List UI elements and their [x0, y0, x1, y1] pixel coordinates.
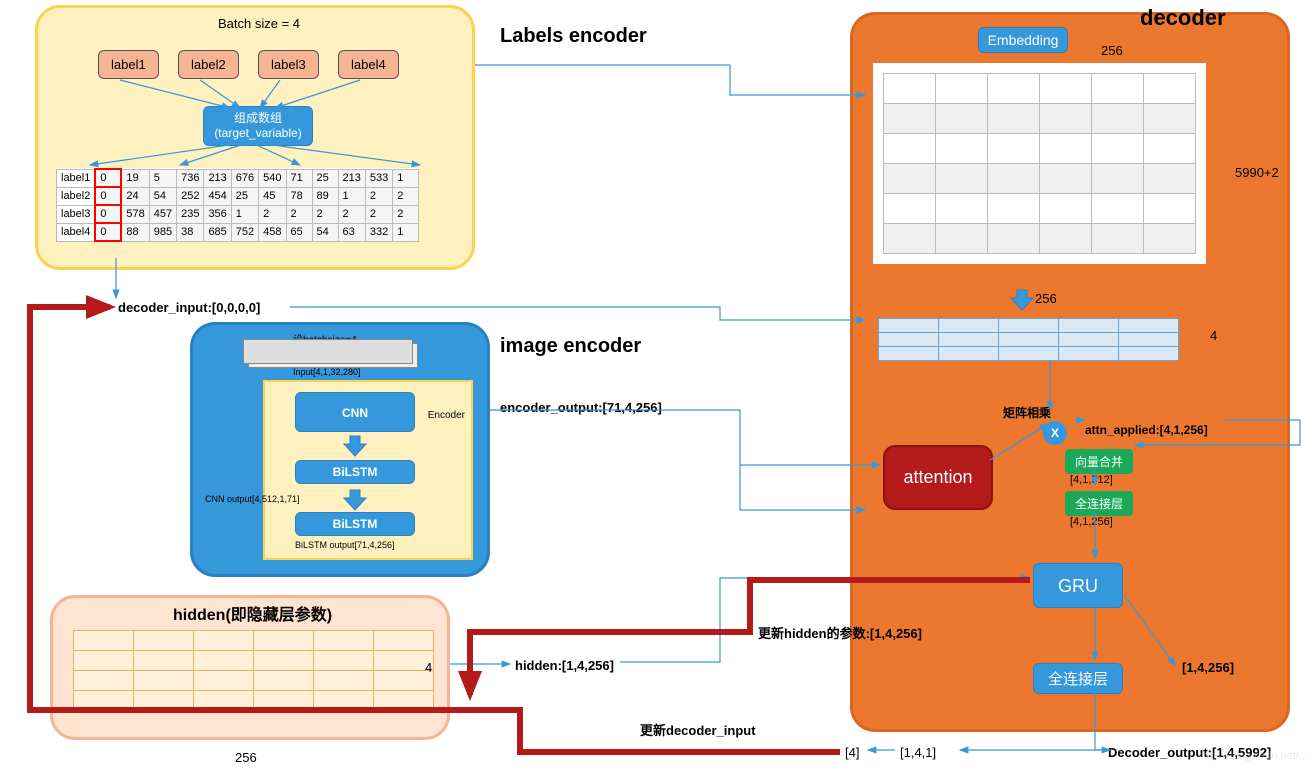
update-decoder-input: 更新decoder_input [640, 720, 756, 739]
cnn-box: CNN [295, 392, 415, 432]
batch-size-text: Batch size = 4 [218, 16, 300, 31]
hidden-shape: hidden:[1,4,256] [515, 658, 614, 673]
embed-output-grid [878, 318, 1179, 361]
fc1-box: 全连接层 [1065, 491, 1133, 516]
hidden-dim-w: 256 [235, 750, 257, 765]
image-encoder-title: image encoder [500, 335, 641, 358]
shape-141: [1,4,1] [900, 745, 936, 760]
enc-label: Encoder [428, 410, 465, 421]
concat-shape: [4,1,512] [1070, 474, 1113, 486]
hidden-dim-h: 4 [425, 660, 432, 675]
watermark: https://blog.csdn.net/... [1197, 750, 1308, 762]
labels-table: label1019573621367654071252135331label20… [56, 168, 419, 242]
dim-256-top: 256 [1101, 43, 1123, 58]
decoder-input-text: decoder_input:[0,0,0,0] [118, 300, 260, 315]
input-shape: Input[4,1,32,280] [293, 367, 361, 377]
hidden-title: hidden(即隐藏层参数) [173, 601, 332, 625]
matmul-icon: X [1043, 421, 1067, 445]
decoder-dim-right: 5990+2 [1235, 165, 1279, 180]
embedding-box: Embedding [978, 27, 1068, 53]
encoder-output-text: encoder_output:[71,4,256] [500, 400, 662, 415]
attn-applied: attn_applied:[4,1,256] [1085, 423, 1208, 437]
shape-4: [4] [845, 745, 859, 760]
fc1-out: [4,1,256] [1070, 516, 1113, 528]
concat-box: 向量合并 [1065, 449, 1133, 474]
matmul-label: 矩阵相乘 [1003, 404, 1051, 421]
labels-encoder-panel: Batch size = 4 label1 label2 label3 labe… [35, 5, 475, 270]
hidden-panel: hidden(即隐藏层参数) [50, 595, 450, 740]
bilstm-out: BiLSTM output[71,4,256] [295, 540, 395, 550]
label-box-3: label3 [258, 50, 319, 79]
gru-right: [1,4,256] [1182, 660, 1234, 675]
bilstm2-box: BiLSTM [295, 512, 415, 536]
labels-encoder-title: Labels encoder [500, 25, 647, 48]
compose-line1: 组成数组 [212, 111, 304, 126]
cnn-out: CNN output[4,512,1,71] [205, 494, 300, 504]
decoder-out-rows: 4 [1210, 328, 1217, 343]
fc2-box: 全连接层 [1033, 663, 1123, 694]
decoder-title: decoder [1140, 5, 1226, 31]
attention-box: attention [883, 445, 993, 510]
encoder-inner: CNN Encoder BiLSTM CNN output[4,512,1,71… [263, 380, 473, 560]
sample-image-stack [243, 339, 413, 364]
label-box-2: label2 [178, 50, 239, 79]
compose-line2: (target_variable) [212, 126, 304, 141]
label-box-4: label4 [338, 50, 399, 79]
compose-array-box: 组成数组 (target_variable) [203, 106, 313, 146]
update-hidden: 更新hidden的参数:[1,4,256] [758, 623, 922, 642]
embedding-matrix [883, 73, 1196, 254]
gru-box: GRU [1033, 563, 1123, 608]
bilstm1-box: BiLSTM [295, 460, 415, 484]
label-box-1: label1 [98, 50, 159, 79]
hidden-grid [73, 630, 434, 711]
dim-256-below: 256 [1035, 291, 1057, 306]
image-encoder-panel: 设batchsize=4 此在战术上应大胆、勇 Input[4,1,32,280… [190, 322, 490, 577]
